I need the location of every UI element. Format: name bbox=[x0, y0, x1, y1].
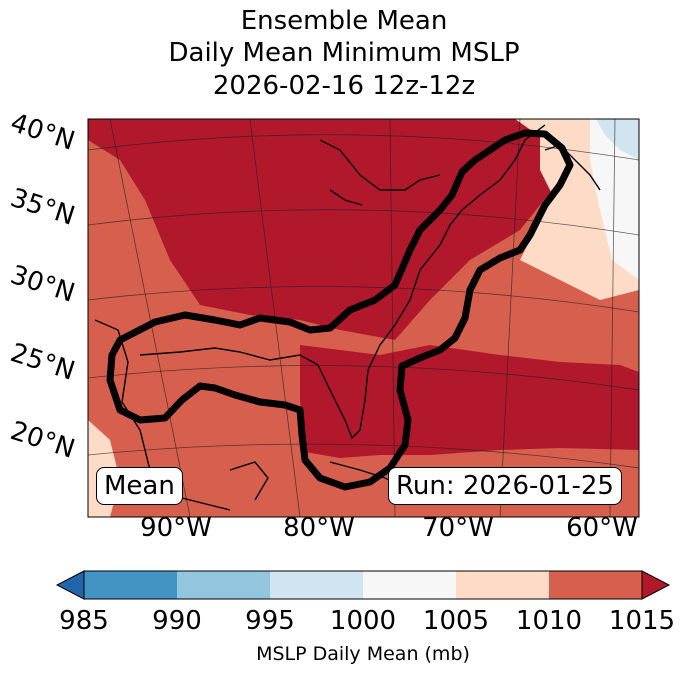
field-region-white-east bbox=[590, 119, 639, 280]
coastline-great-lakes bbox=[319, 139, 441, 206]
field-region-blue-ne bbox=[596, 119, 639, 160]
gridline-2 bbox=[88, 286, 639, 313]
colorbar-extend-high bbox=[641, 570, 671, 600]
colorbar-bin-1 bbox=[177, 571, 270, 599]
colorbar-bin-2 bbox=[270, 571, 363, 599]
gridline-9 bbox=[609, 119, 616, 517]
colorbar-label: MSLP Daily Mean (mb) bbox=[256, 643, 470, 665]
gridline-5 bbox=[109, 119, 191, 517]
colorbar-tick-1010: 1010 bbox=[515, 606, 583, 636]
colorbar-tick-1015: 1015 bbox=[608, 606, 676, 636]
colorbar-tick-995: 995 bbox=[245, 606, 295, 636]
mean-badge: Mean bbox=[96, 467, 183, 505]
colorbar-extend-low bbox=[55, 570, 85, 600]
coastline-gulf-north bbox=[139, 347, 369, 440]
colorbar-bin-3 bbox=[363, 571, 456, 599]
coastline-east bbox=[367, 124, 546, 371]
gridline-4 bbox=[88, 443, 639, 469]
gridline-1 bbox=[88, 209, 639, 236]
colorbar-tick-990: 990 bbox=[152, 606, 202, 636]
coastline-yucatan bbox=[229, 461, 269, 501]
colorbar-frame bbox=[83, 570, 643, 600]
gridline-8 bbox=[499, 119, 521, 517]
map-frame bbox=[87, 118, 640, 518]
lon-label-90w: 90°W bbox=[140, 513, 212, 543]
colorbar-tick-1000: 1000 bbox=[329, 606, 397, 636]
colorbar-bin-4 bbox=[456, 571, 549, 599]
run-date-badge: Run: 2026-01-25 bbox=[388, 467, 622, 505]
colorbar-bin-0 bbox=[84, 571, 177, 599]
chart-title-line-3: 2026-02-16 12z-12z bbox=[212, 71, 476, 101]
lon-label-70w: 70°W bbox=[422, 513, 494, 543]
colorbar-bin-5 bbox=[549, 571, 642, 599]
gridline-7 bbox=[389, 119, 396, 517]
chart-title-line-1: Ensemble Mean bbox=[240, 6, 448, 36]
lon-label-60w: 60°W bbox=[566, 513, 638, 543]
field-region-high-west bbox=[88, 119, 600, 340]
lon-label-80w: 80°W bbox=[283, 513, 355, 543]
chart-title-line-2: Daily Mean Minimum MSLP bbox=[168, 38, 520, 68]
colorbar-tick-1005: 1005 bbox=[422, 606, 490, 636]
contour-1015mb bbox=[106, 129, 574, 491]
field-region-high-south bbox=[300, 345, 639, 458]
colorbar-tick-985: 985 bbox=[59, 606, 109, 636]
gridline-3 bbox=[88, 365, 639, 391]
